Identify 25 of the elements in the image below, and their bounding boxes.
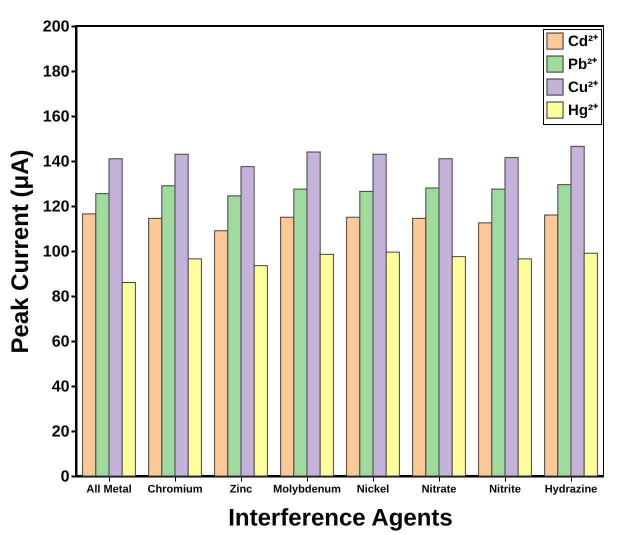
y-tick-label: 180 xyxy=(42,64,70,80)
y-tick-label: 60 xyxy=(52,334,70,350)
y-tick-label: 20 xyxy=(52,424,70,440)
x-axis-title: Interference Agents xyxy=(228,504,453,532)
y-tick-label: 160 xyxy=(42,108,70,126)
y-axis-title: Peak Current (μA) xyxy=(6,149,34,354)
y-tick-label: 140 xyxy=(42,154,70,170)
y-tick-label: 80 xyxy=(52,288,70,306)
legend-label: Cu²⁺ xyxy=(568,79,598,96)
x-tick-label: Nitrate xyxy=(422,484,456,496)
x-tick-label: Zinc xyxy=(230,484,252,496)
x-tick-label: Nitrite xyxy=(489,484,521,496)
x-tick-label: Molybdenum xyxy=(273,484,342,496)
y-tick-label: 200 xyxy=(42,18,70,36)
y-tick-label: 100 xyxy=(42,244,70,260)
y-tick-label: 120 xyxy=(42,198,70,216)
x-tick-label: All Metal xyxy=(86,484,132,496)
x-tick-label: Chromium xyxy=(148,484,203,496)
y-tick-label: 40 xyxy=(52,378,70,396)
legend-label: Cd²⁺ xyxy=(568,33,598,50)
legend-label: Hg²⁺ xyxy=(568,102,598,119)
x-tick-label: Nickel xyxy=(356,484,390,496)
legend-label: Pb²⁺ xyxy=(568,56,598,73)
x-tick-label: Hydrazine xyxy=(544,484,598,496)
y-tick-label: 0 xyxy=(60,468,70,486)
